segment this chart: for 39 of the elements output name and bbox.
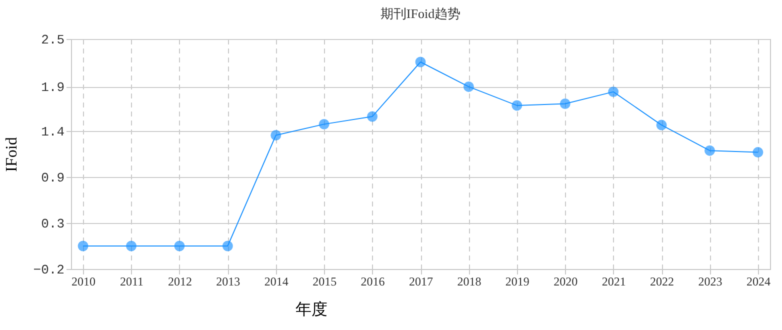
chart-title: 期刊IFoid趋势 <box>380 6 461 21</box>
x-tick-label: 2013 <box>216 274 240 288</box>
x-tick-label: 2019 <box>505 274 530 288</box>
x-tick-label: 2023 <box>698 274 722 288</box>
point <box>608 86 619 98</box>
y-tick-label: 2.5 <box>41 32 64 48</box>
y-axis-title: IFoid <box>3 137 20 172</box>
point <box>704 145 715 156</box>
x-tick-label: 2022 <box>650 274 674 288</box>
point <box>656 120 667 130</box>
x-tick-label: 2010 <box>72 274 96 288</box>
point <box>78 240 88 252</box>
x-tick-label: 2020 <box>554 274 578 288</box>
point <box>752 147 764 158</box>
point <box>463 81 474 92</box>
x-tick-label: 2024 <box>746 274 770 288</box>
x-tick-label: 2014 <box>264 274 288 288</box>
x-tick-label: 2011 <box>120 274 144 288</box>
x-tick-label: 2021 <box>602 274 626 288</box>
y-tick-label: 1.4 <box>41 124 65 140</box>
x-tick-label: 2015 <box>312 274 337 288</box>
x-tick-label: 2017 <box>409 274 433 288</box>
x-tick-label: 2018 <box>457 274 482 288</box>
point <box>318 118 330 130</box>
point <box>415 56 426 68</box>
x-axis-title: 年度 <box>296 300 328 318</box>
point <box>222 240 233 252</box>
y-tick-label: 1.9 <box>41 80 64 96</box>
point <box>270 130 282 140</box>
x-tick-label: 2016 <box>360 274 385 288</box>
y-tick-label: 0.3 <box>41 216 64 232</box>
point <box>174 240 185 252</box>
x-tick-label: 2012 <box>168 274 192 288</box>
point <box>560 98 570 109</box>
point <box>367 111 378 122</box>
y-tick-label: −0.2 <box>33 262 64 278</box>
y-tick-label: 0.9 <box>41 170 64 186</box>
point <box>512 100 522 111</box>
point <box>126 240 137 252</box>
